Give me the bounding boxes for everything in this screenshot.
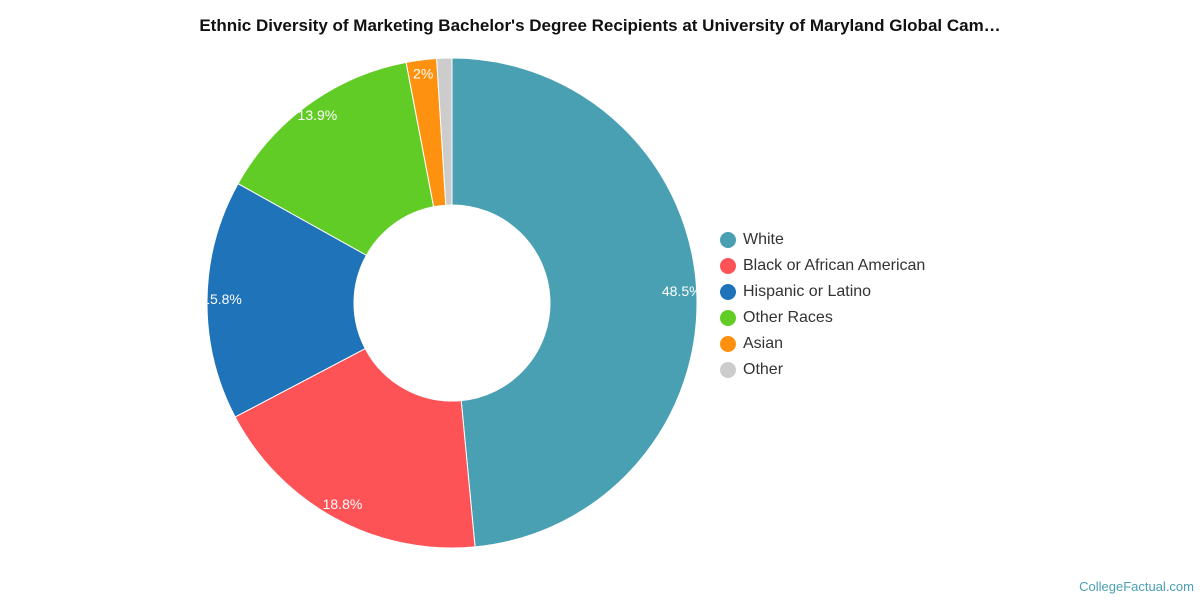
slice-label: 15.8% — [202, 291, 242, 307]
legend-item-asian[interactable]: Asian — [720, 331, 925, 357]
slice-label: 13.9% — [298, 107, 338, 123]
labels-group: 48.5% 18.8% 15.8% 13.9% 2% — [202, 66, 701, 512]
legend-swatch-icon — [720, 258, 736, 274]
legend-item-other-races[interactable]: Other Races — [720, 305, 925, 331]
slice-white[interactable] — [451, 57, 698, 548]
legend-swatch-icon — [720, 336, 736, 352]
legend-label: Black or African American — [743, 257, 926, 274]
legend-item-hispanic-or-latino[interactable]: Hispanic or Latino — [720, 279, 925, 305]
legend-item-white[interactable]: White — [720, 227, 925, 253]
legend-label: Other — [743, 361, 784, 378]
slice-black-or-african-american[interactable] — [234, 347, 476, 549]
slice-other-races[interactable] — [237, 61, 435, 256]
legend-swatch-icon — [720, 284, 736, 300]
legend-label: Other Races — [743, 309, 833, 326]
chart-title: Ethnic Diversity of Marketing Bachelor's… — [199, 16, 1001, 35]
legend-label: White — [743, 231, 784, 248]
slice-label: 2% — [413, 66, 433, 82]
slice-label: 18.8% — [323, 496, 363, 512]
watermark[interactable]: CollegeFactual.com — [1079, 579, 1194, 594]
slice-other[interactable] — [436, 57, 453, 206]
slices-group — [206, 57, 698, 549]
legend: White Black or African American Hispanic o… — [720, 227, 925, 383]
slice-hispanic-or-latino[interactable] — [206, 182, 368, 418]
legend-swatch-icon — [720, 362, 736, 378]
legend-swatch-icon — [720, 232, 736, 248]
legend-swatch-icon — [720, 310, 736, 326]
legend-item-other[interactable]: Other — [720, 357, 925, 383]
slice-label: 48.5% — [662, 283, 702, 299]
legend-label: Hispanic or Latino — [743, 283, 872, 300]
legend-label: Asian — [743, 335, 784, 352]
legend-item-black-or-african-american[interactable]: Black or African American — [720, 253, 925, 279]
